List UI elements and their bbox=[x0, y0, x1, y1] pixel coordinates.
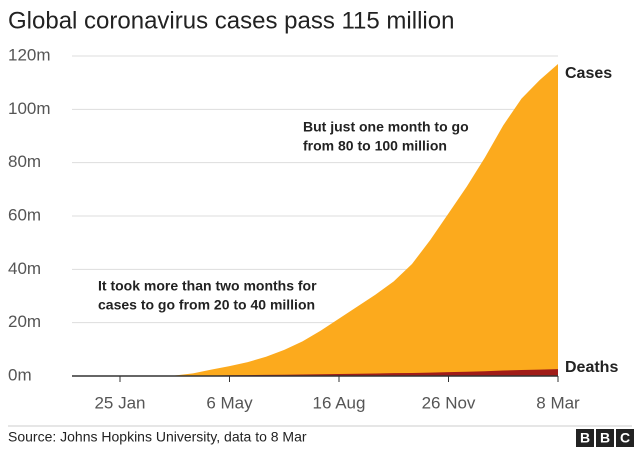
x-tick-label: 25 Jan bbox=[94, 393, 145, 412]
series-label: Cases bbox=[565, 65, 612, 82]
annotation: It took more than two months for bbox=[98, 278, 317, 294]
y-tick-label: 120m bbox=[8, 45, 51, 64]
y-tick-label: 0m bbox=[8, 365, 32, 384]
annotation: But just one month to go bbox=[303, 119, 469, 135]
y-tick-label: 60m bbox=[8, 205, 41, 224]
y-tick-label: 80m bbox=[8, 152, 41, 171]
logo-box bbox=[616, 429, 634, 447]
x-tick-label: 8 Mar bbox=[536, 393, 580, 412]
logo-letter: C bbox=[620, 430, 630, 446]
logo-letter: B bbox=[600, 430, 610, 446]
x-tick-label: 6 May bbox=[206, 393, 253, 412]
y-tick-label: 100m bbox=[8, 99, 51, 118]
chart-title: Global coronavirus cases pass 115 millio… bbox=[8, 7, 454, 34]
logo-letter: B bbox=[580, 430, 590, 446]
annotation: from 80 to 100 million bbox=[303, 138, 447, 154]
area bbox=[120, 64, 558, 376]
area bbox=[120, 369, 558, 376]
y-tick-label: 40m bbox=[8, 259, 41, 278]
logo-box bbox=[596, 429, 614, 447]
x-tick-label: 16 Aug bbox=[313, 393, 366, 412]
logo-box bbox=[576, 429, 594, 447]
x-tick-label: 26 Nov bbox=[422, 393, 476, 412]
y-tick-label: 20m bbox=[8, 312, 41, 331]
source: Source: Johns Hopkins University, data t… bbox=[8, 429, 307, 445]
annotation: cases to go from 20 to 40 million bbox=[98, 297, 315, 313]
series-label: Deaths bbox=[565, 359, 618, 376]
